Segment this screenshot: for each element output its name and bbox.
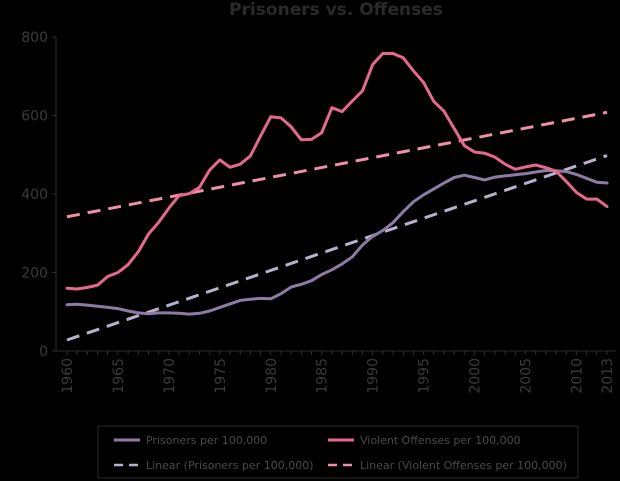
- series-line-violent-offenses: [65, 52, 609, 291]
- x-tick-label: 1990: [366, 358, 382, 394]
- x-tick-label: 1985: [315, 358, 331, 394]
- series: [65, 52, 609, 316]
- y-tick-label: 400: [21, 187, 48, 203]
- x-tick-label: 2010: [569, 358, 585, 394]
- y-tick-label: 0: [39, 344, 48, 360]
- y-tick-label: 800: [21, 30, 48, 46]
- x-tick-label: 2000: [468, 358, 484, 394]
- x-tick-label: 2005: [518, 358, 534, 394]
- legend-box: [97, 425, 579, 479]
- chart-title: Prisoners vs. Offenses: [229, 0, 443, 20]
- series-line-prisoners: [65, 169, 609, 316]
- x-tick-label: 1980: [264, 358, 280, 394]
- x-tick-label: 1970: [162, 358, 178, 394]
- legend-label-linear-violent: Linear (Violent Offenses per 100,000): [360, 459, 567, 472]
- legend-entry-linear-violent: Linear (Violent Offenses per 100,000): [328, 459, 567, 472]
- x-tick-label: 1995: [417, 358, 433, 394]
- legend: Prisoners per 100,000 Violent Offenses p…: [97, 425, 579, 479]
- x-tick-label: 1975: [213, 358, 229, 394]
- legend-label-violent: Violent Offenses per 100,000: [360, 434, 521, 447]
- y-tick-label: 600: [21, 109, 48, 125]
- y-tick-label: 200: [21, 266, 48, 282]
- trendlines: [66, 110, 608, 342]
- legend-entry-linear-prisoners: Linear (Prisoners per 100,000): [114, 459, 314, 472]
- x-tick-label: 1960: [60, 358, 76, 394]
- legend-label-prisoners: Prisoners per 100,000: [146, 434, 267, 447]
- x-tick-label: 1965: [111, 358, 127, 394]
- legend-label-linear-prisoners: Linear (Prisoners per 100,000): [146, 459, 314, 472]
- x-axis: 1960 1965 1970 1975 1980 1985 1990 1995 2000 2005…: [56, 350, 616, 394]
- y-axis: 0 200 400 600 800: [21, 30, 57, 360]
- legend-entry-violent: Violent Offenses per 100,000: [328, 434, 521, 447]
- trendline-prisoners: [66, 154, 608, 342]
- x-tick-label: 2013: [600, 358, 616, 394]
- legend-entry-prisoners: Prisoners per 100,000: [114, 434, 267, 447]
- trendline-violent-offenses: [66, 110, 608, 219]
